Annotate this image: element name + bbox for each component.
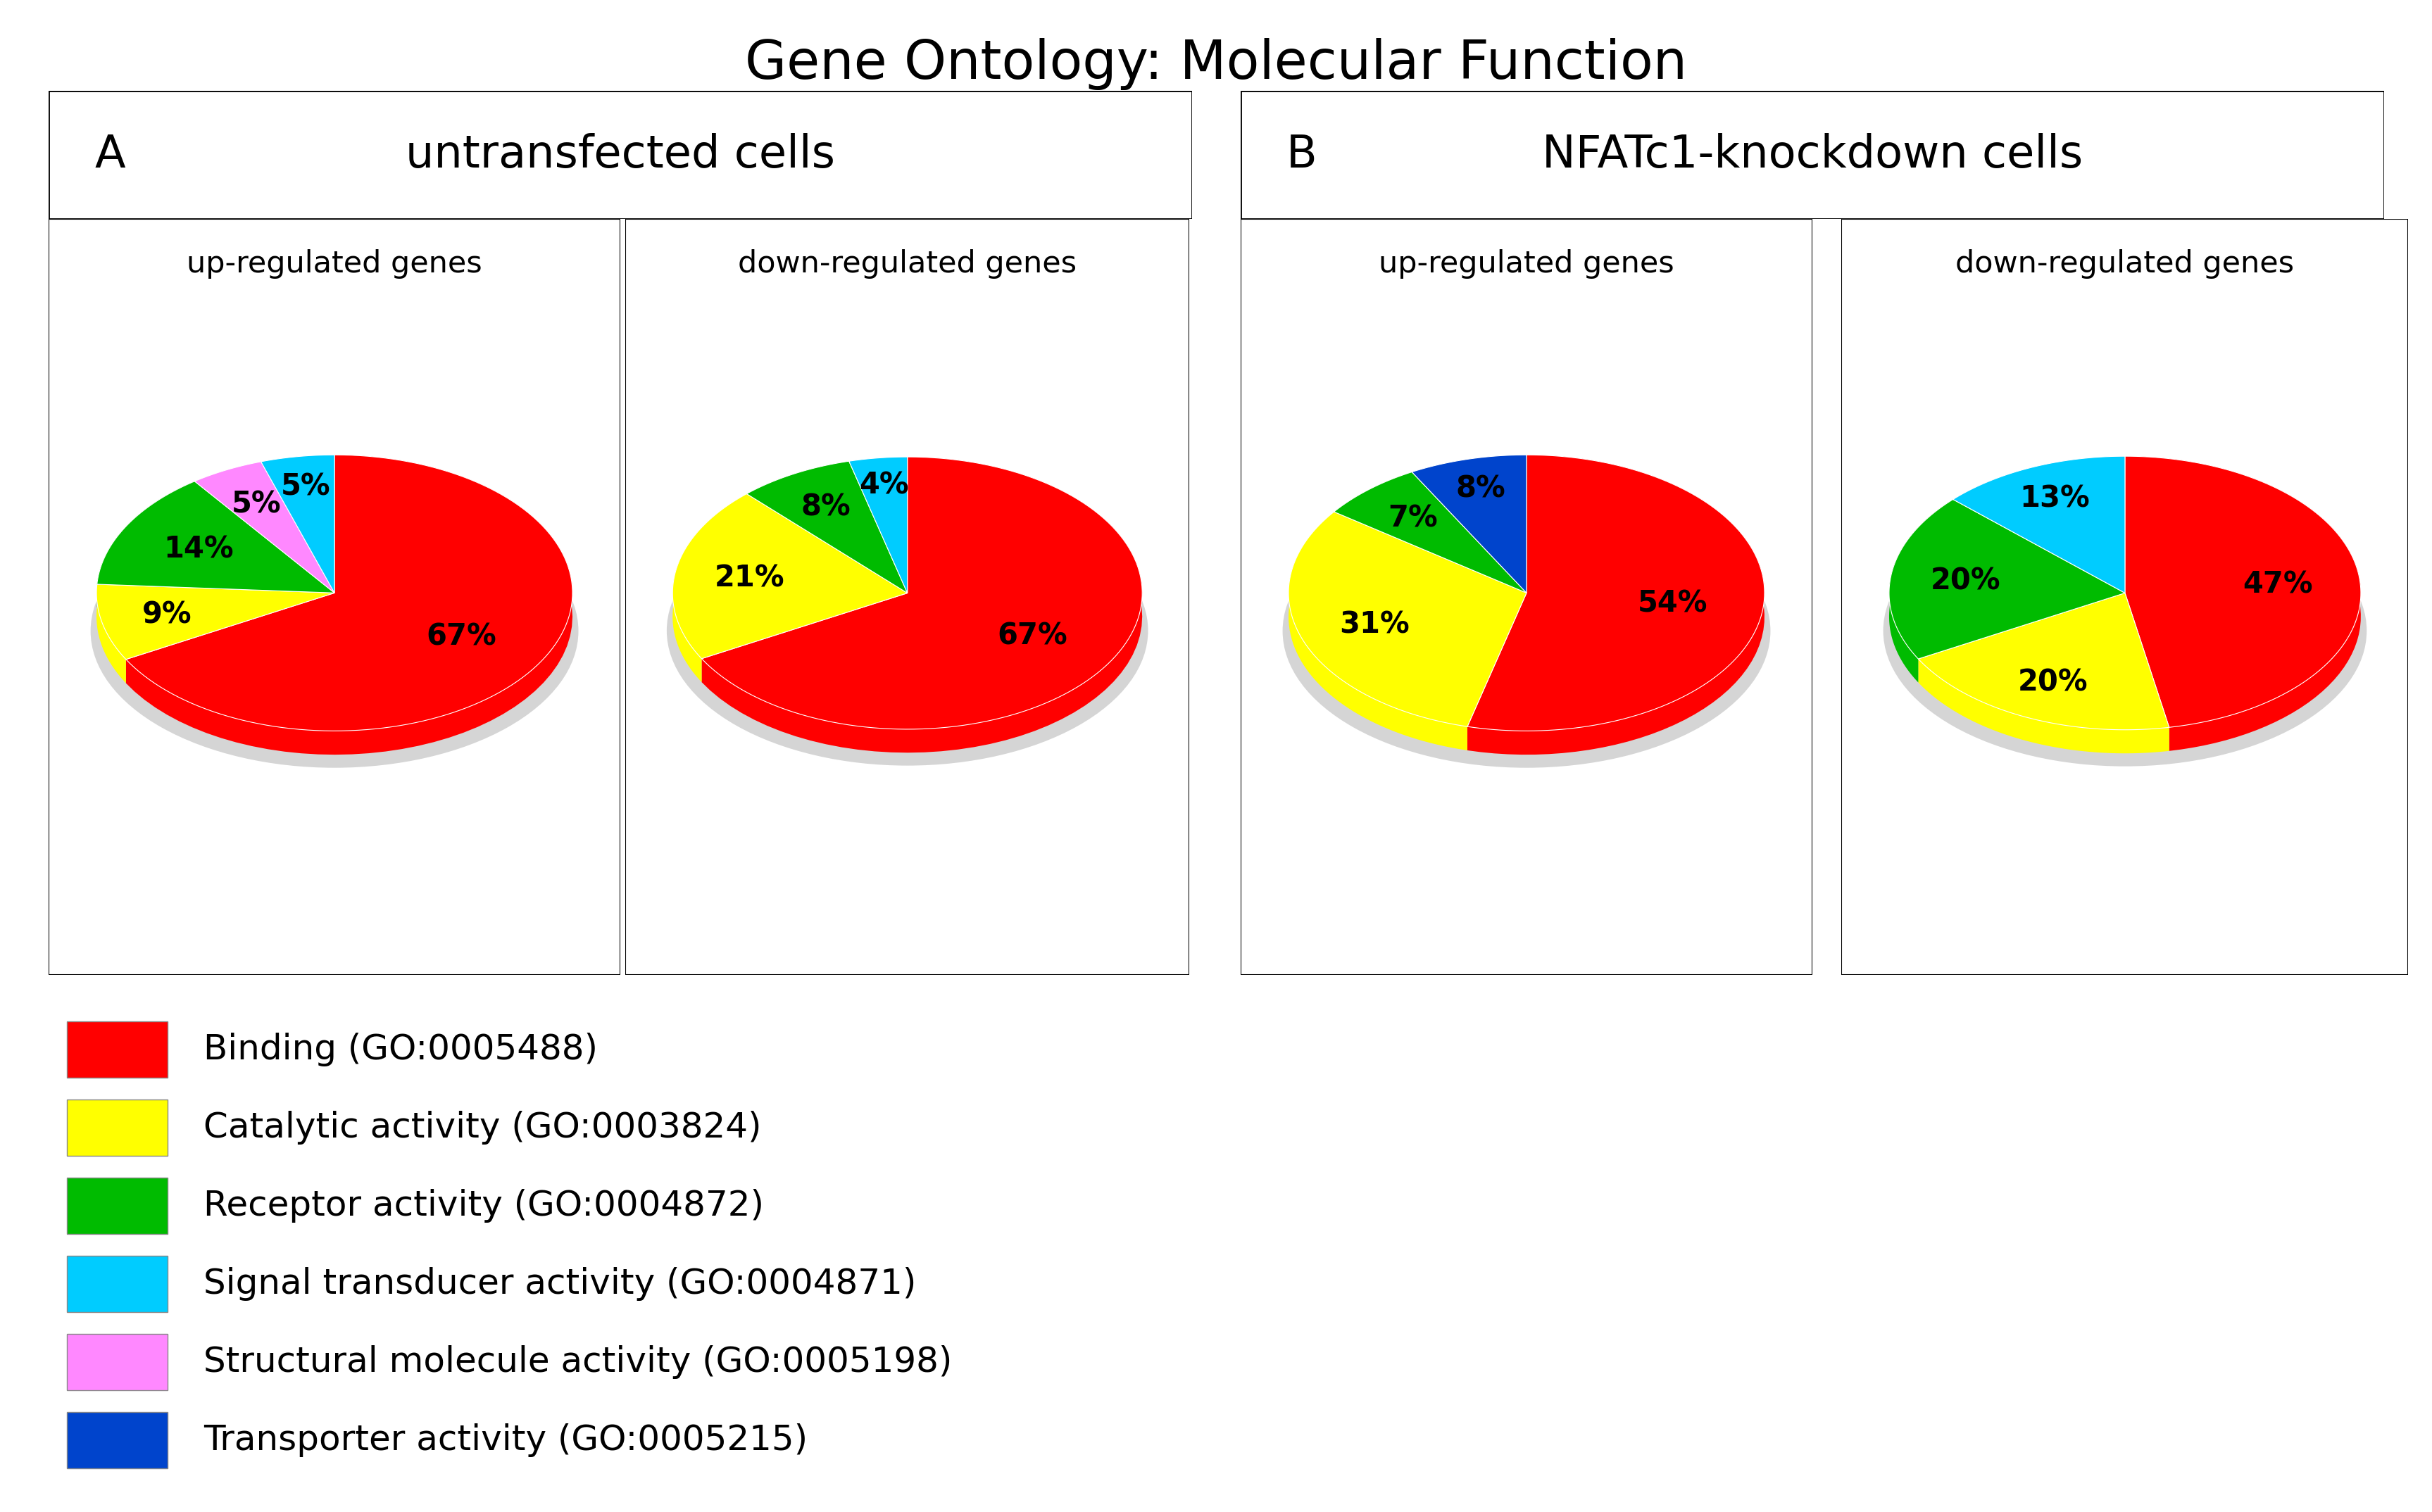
Text: 20%: 20% (2016, 667, 2087, 697)
Bar (68, 1255, 168, 1312)
Text: Gene Ontology: Molecular Function: Gene Ontology: Molecular Function (744, 38, 1688, 89)
Ellipse shape (666, 496, 1148, 765)
Text: B: B (1287, 133, 1316, 177)
Text: Binding (GO:0005488): Binding (GO:0005488) (204, 1033, 598, 1066)
Text: 54%: 54% (1637, 588, 1707, 618)
Text: NFATc1-knockdown cells: NFATc1-knockdown cells (1542, 133, 2082, 177)
Polygon shape (1953, 457, 2126, 593)
Polygon shape (1890, 499, 1953, 682)
Bar (68, 1178, 168, 1234)
Polygon shape (671, 494, 747, 682)
Polygon shape (1289, 511, 1527, 727)
Polygon shape (1333, 472, 1527, 593)
Ellipse shape (90, 494, 579, 768)
Polygon shape (2126, 457, 2359, 751)
Ellipse shape (1282, 494, 1770, 768)
Text: Structural molecule activity (GO:0005198): Structural molecule activity (GO:0005198… (204, 1346, 953, 1379)
Polygon shape (1411, 455, 1527, 593)
Text: 5%: 5% (280, 472, 331, 502)
Polygon shape (126, 455, 572, 754)
Text: 14%: 14% (163, 535, 233, 564)
Polygon shape (195, 461, 336, 593)
Polygon shape (126, 455, 572, 730)
Text: 8%: 8% (800, 493, 851, 522)
Text: up-regulated genes: up-regulated genes (187, 249, 482, 280)
Text: Receptor activity (GO:0004872): Receptor activity (GO:0004872) (204, 1188, 764, 1223)
Bar (68, 1099, 168, 1155)
Polygon shape (97, 481, 195, 608)
Polygon shape (2126, 457, 2359, 727)
Text: 31%: 31% (1338, 609, 1408, 640)
Polygon shape (700, 457, 1143, 753)
Text: 4%: 4% (858, 470, 910, 500)
Text: down-regulated genes: down-regulated genes (1955, 249, 2293, 280)
Bar (68, 1412, 168, 1468)
Text: untransfected cells: untransfected cells (406, 133, 834, 177)
Text: 5%: 5% (231, 490, 282, 519)
Polygon shape (1919, 593, 2169, 730)
Text: 20%: 20% (1931, 567, 2002, 596)
Polygon shape (97, 481, 336, 593)
Polygon shape (97, 584, 336, 659)
Ellipse shape (1882, 494, 2366, 767)
Polygon shape (849, 457, 907, 593)
Polygon shape (1466, 455, 1763, 730)
Text: 13%: 13% (2019, 484, 2089, 514)
Text: Transporter activity (GO:0005215): Transporter activity (GO:0005215) (204, 1423, 807, 1458)
Text: up-regulated genes: up-regulated genes (1379, 249, 1673, 280)
Polygon shape (747, 461, 907, 593)
Text: 67%: 67% (997, 621, 1068, 650)
Text: Signal transducer activity (GO:0004871): Signal transducer activity (GO:0004871) (204, 1267, 917, 1300)
Polygon shape (97, 584, 126, 683)
Polygon shape (1919, 659, 2169, 753)
Polygon shape (1890, 499, 2126, 659)
Text: A: A (95, 133, 124, 177)
Bar (68, 1334, 168, 1390)
Text: 7%: 7% (1389, 503, 1437, 534)
Text: 67%: 67% (426, 621, 496, 652)
Bar (68, 1021, 168, 1078)
Polygon shape (1466, 455, 1763, 754)
Polygon shape (1289, 511, 1466, 750)
Text: 21%: 21% (715, 564, 786, 593)
Polygon shape (671, 494, 907, 659)
Text: Catalytic activity (GO:0003824): Catalytic activity (GO:0003824) (204, 1111, 761, 1145)
Polygon shape (700, 457, 1143, 729)
Text: 8%: 8% (1454, 473, 1505, 503)
Polygon shape (260, 455, 336, 593)
Text: 47%: 47% (2242, 570, 2313, 599)
Text: 9%: 9% (143, 600, 192, 629)
Text: down-regulated genes: down-regulated genes (737, 249, 1077, 280)
